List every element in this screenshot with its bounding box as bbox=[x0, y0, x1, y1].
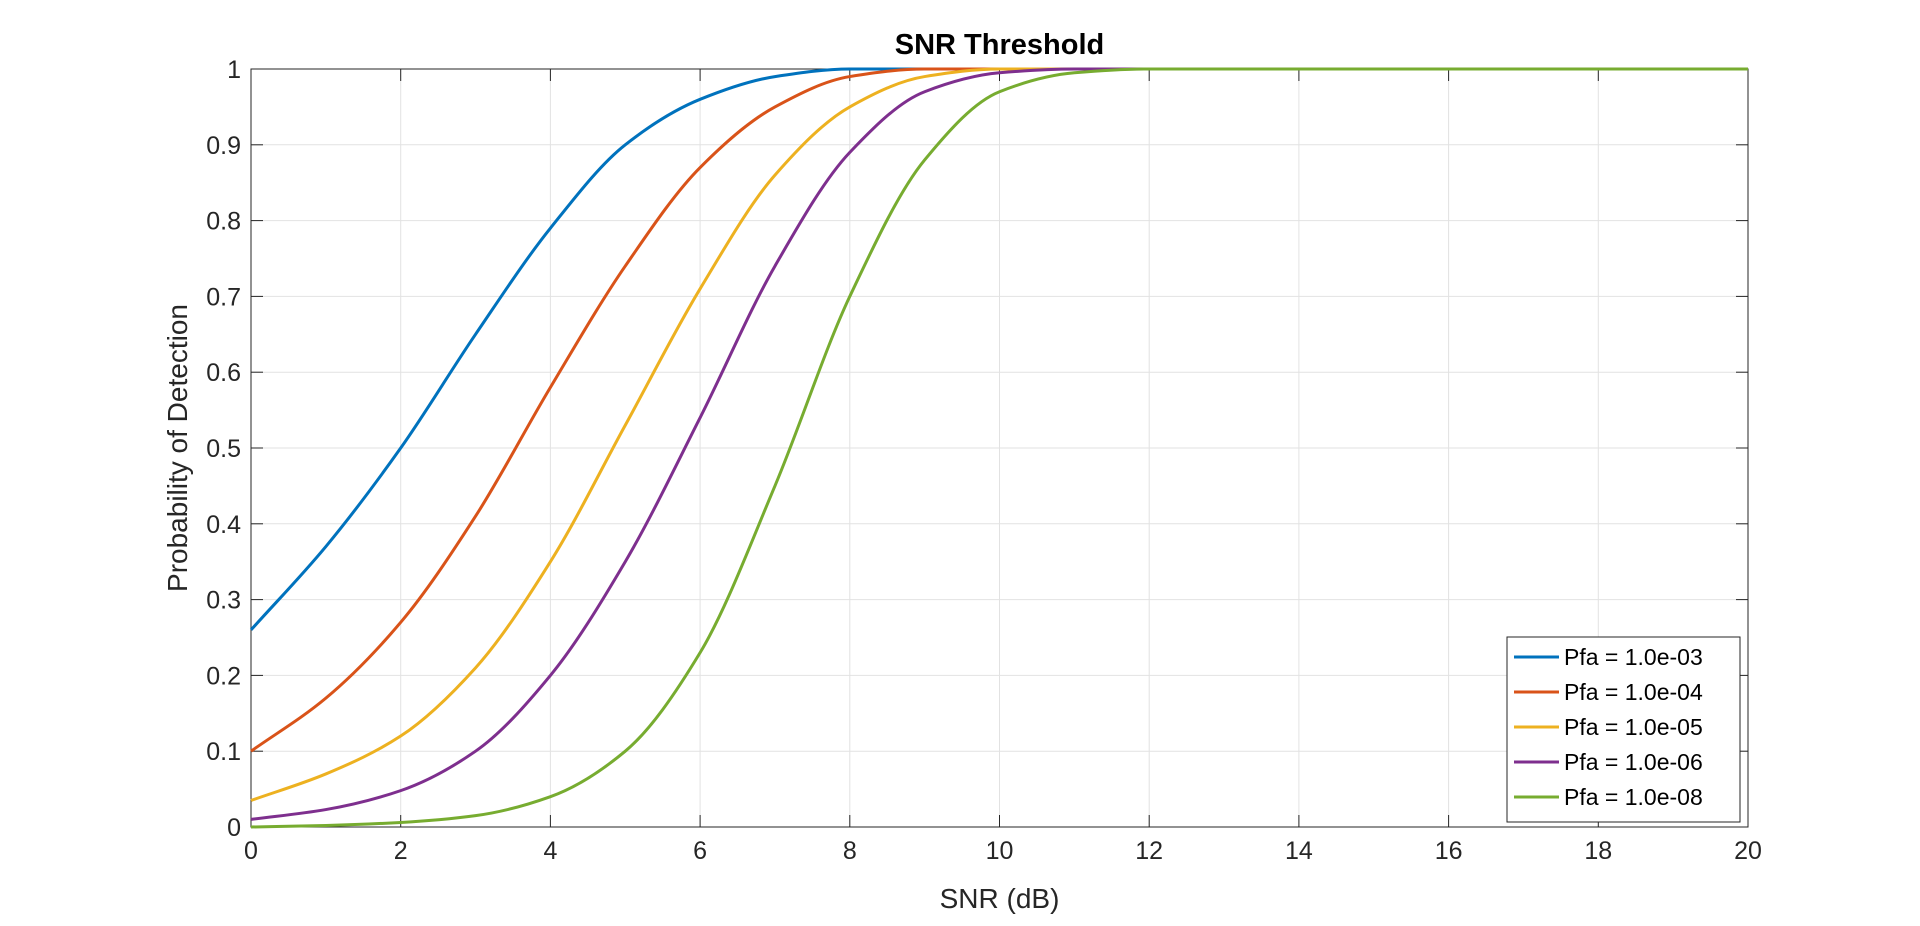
x-tick-label: 4 bbox=[543, 837, 557, 865]
legend-entry-label: Pfa = 1.0e-04 bbox=[1564, 679, 1703, 705]
x-tick-label: 14 bbox=[1285, 837, 1313, 865]
legend-box bbox=[1506, 636, 1741, 823]
y-tick-label: 0.2 bbox=[206, 662, 241, 690]
y-tick-label: 1 bbox=[227, 56, 241, 84]
series-lines bbox=[249, 67, 1748, 829]
y-tick-label: 0.3 bbox=[206, 587, 241, 615]
legend-entry-label: Pfa = 1.0e-03 bbox=[1564, 644, 1703, 670]
y-tick-label: 0 bbox=[227, 814, 241, 842]
y-tick-label: 0.9 bbox=[206, 132, 241, 160]
x-tick-label: 20 bbox=[1734, 837, 1762, 865]
x-tick-label: 8 bbox=[843, 837, 857, 865]
x-axis-label: SNR (dB) bbox=[940, 883, 1060, 914]
y-axis-label: Probability of Detection bbox=[162, 304, 193, 592]
legend: Pfa = 1.0e-03 Pfa = 1.0e-04 Pfa = 1.0e-05 P… bbox=[1506, 636, 1741, 823]
y-tick-label: 0.1 bbox=[206, 738, 241, 766]
chart-title: SNR Threshold bbox=[895, 29, 1104, 61]
x-tick-label: 2 bbox=[394, 837, 408, 865]
axis-ticks: 0 2 4 6 8 10 12 14 16 18 20 0 0.1 0.2 0.3 0.4 0.5 0.6 0.7 0… bbox=[206, 56, 1762, 865]
y-tick-label: 0.5 bbox=[206, 435, 241, 463]
x-tick-label: 0 bbox=[244, 837, 258, 865]
x-tick-label: 12 bbox=[1135, 837, 1163, 865]
y-tick-label: 0.4 bbox=[206, 511, 241, 539]
y-tick-label: 0.7 bbox=[206, 283, 241, 311]
legend-entry-label: Pfa = 1.0e-05 bbox=[1564, 714, 1703, 740]
x-tick-label: 10 bbox=[986, 837, 1014, 865]
series-line-4 bbox=[250, 67, 1748, 829]
legend-entry-label: Pfa = 1.0e-08 bbox=[1564, 784, 1703, 810]
x-tick-label: 6 bbox=[693, 837, 707, 865]
y-tick-label: 0.8 bbox=[206, 208, 241, 236]
legend-entry-label: Pfa = 1.0e-06 bbox=[1564, 749, 1703, 775]
x-tick-label: 16 bbox=[1435, 837, 1463, 865]
y-tick-label: 0.6 bbox=[206, 359, 241, 387]
x-tick-label: 18 bbox=[1584, 837, 1612, 865]
